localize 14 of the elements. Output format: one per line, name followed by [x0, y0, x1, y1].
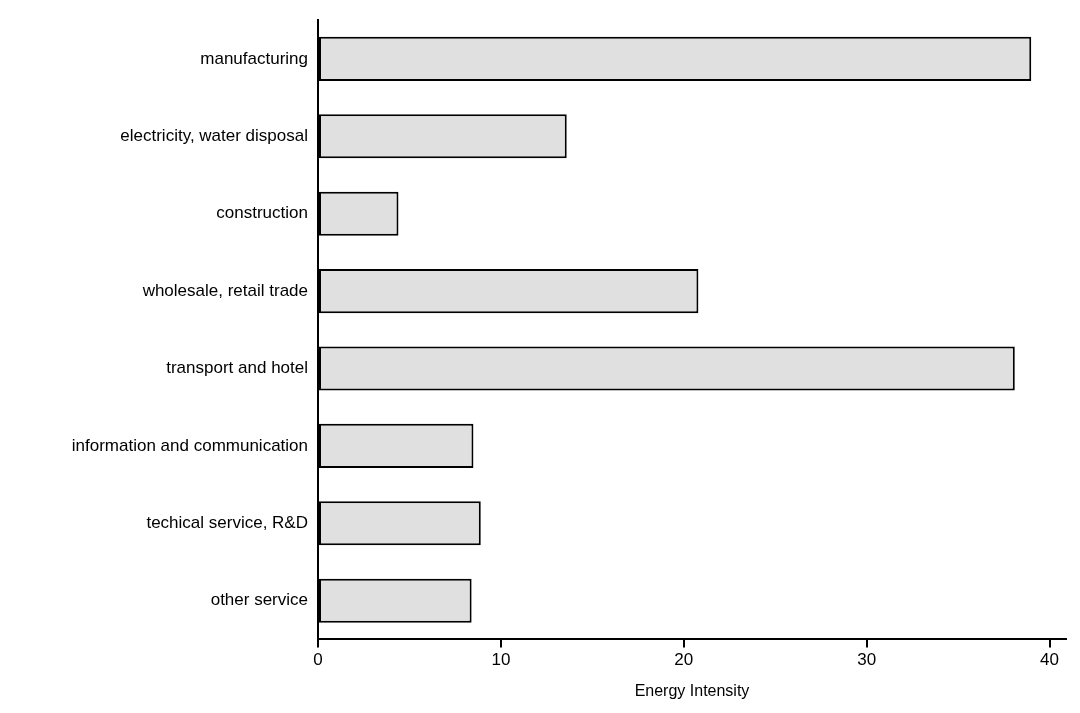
- y-tick-label: information and communication: [71, 435, 308, 455]
- y-tick-label: other service: [210, 590, 308, 610]
- x-tick-label: 40: [1040, 650, 1059, 670]
- x-tick-label: 20: [674, 650, 694, 670]
- x-axis-title: Energy Intensity: [634, 681, 750, 699]
- x-tick-label: 0: [313, 650, 323, 670]
- y-tick-label: construction: [216, 203, 308, 223]
- y-tick-label: wholesale, retail trade: [141, 280, 308, 300]
- x-tick-label: 10: [491, 650, 511, 670]
- y-tick-label: techical service, R&D: [146, 512, 308, 532]
- y-tick-label: transport and hotel: [166, 358, 308, 378]
- y-tick-label: electricity, water disposal: [120, 125, 308, 145]
- y-tick-label: manufacturing: [200, 48, 308, 68]
- x-tick-label: 30: [857, 650, 877, 670]
